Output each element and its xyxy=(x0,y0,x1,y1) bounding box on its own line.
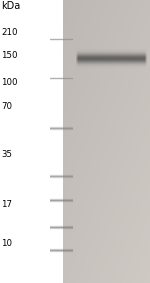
Text: 10: 10 xyxy=(2,239,12,248)
Text: 17: 17 xyxy=(2,200,12,209)
Text: 100: 100 xyxy=(2,78,18,87)
Text: kDa: kDa xyxy=(2,1,21,11)
Text: 35: 35 xyxy=(2,150,12,159)
Text: 210: 210 xyxy=(2,28,18,37)
Text: 70: 70 xyxy=(2,102,12,111)
Text: 150: 150 xyxy=(2,51,18,60)
